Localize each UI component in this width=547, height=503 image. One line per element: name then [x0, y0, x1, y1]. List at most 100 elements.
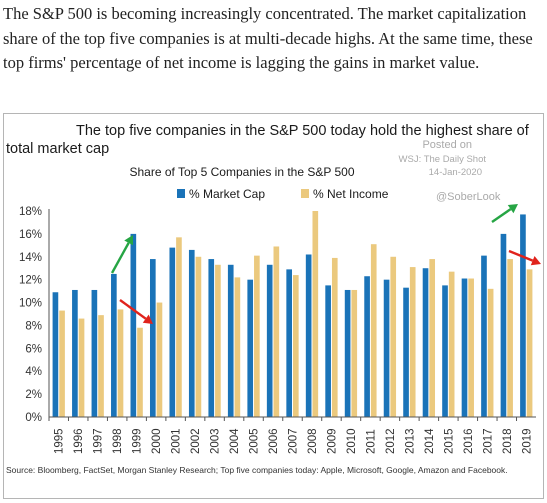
bar-net-income-2001: [176, 237, 182, 417]
x-tick-label: 2019: [521, 428, 533, 454]
bar-market-cap-2008: [305, 254, 312, 417]
bar-market-cap-2006: [266, 264, 273, 417]
chart-header-line2: total market cap: [6, 141, 109, 157]
bar-net-income-1998: [117, 309, 124, 417]
bar-net-income-2005: [254, 255, 260, 417]
bars-group: [52, 211, 533, 417]
intro-paragraph: The S&P 500 is becoming increasingly con…: [3, 4, 533, 72]
arrow-down-2019: [508, 249, 541, 266]
bar-market-cap-2019: [520, 214, 526, 417]
bar-net-income-2003: [215, 264, 221, 417]
bar-market-cap-2010: [344, 289, 351, 417]
x-tick-label: 1998: [112, 428, 124, 454]
bar-net-income-2014: [429, 259, 436, 417]
x-tick-label: 2016: [463, 428, 475, 454]
x-tick-label: 2018: [502, 428, 514, 454]
x-tick-label: 2011: [365, 429, 377, 454]
x-tick-label: 2005: [249, 428, 261, 454]
x-tick-label: 2017: [482, 428, 494, 454]
bar-net-income-2002: [195, 256, 202, 417]
bar-market-cap-2015: [442, 285, 448, 417]
x-tick-label: 2004: [229, 428, 241, 454]
y-tick-label: 14%: [19, 252, 42, 264]
bar-net-income-2012: [390, 256, 397, 417]
bar-market-cap-2013: [403, 287, 409, 417]
bar-net-income-1997: [98, 315, 104, 417]
y-tick-label: 6%: [25, 343, 42, 355]
bar-net-income-2016: [468, 278, 474, 417]
bar-net-income-2006: [273, 246, 280, 417]
bar-market-cap-2016: [461, 278, 468, 417]
bar-net-income-2007: [293, 275, 299, 417]
bar-net-income-1996: [78, 318, 85, 417]
chart-card: The top five companies in the S&P 500 to…: [3, 113, 544, 499]
bar-net-income-2000: [156, 302, 163, 417]
bar-net-income-1999: [137, 327, 143, 417]
source-note: Source: Bloomberg, FactSet, Morgan Stanl…: [6, 465, 508, 475]
y-tick-label: 10%: [19, 298, 42, 310]
y-tick-label: 18%: [19, 206, 42, 218]
annotation-arrows: [110, 204, 541, 324]
y-tick-label: 8%: [25, 320, 42, 332]
chart-legend: % Market Cap % Net Income: [177, 187, 389, 201]
bar-market-cap-2000: [149, 259, 156, 417]
bar-net-income-2017: [487, 288, 494, 417]
legend-label-net-income: % Net Income: [313, 187, 389, 201]
x-tick-label: 1995: [54, 428, 66, 454]
x-tick-label: 2003: [210, 428, 222, 454]
chart-title: Share of Top 5 Companies in the S&P 500: [129, 165, 354, 179]
bar-net-income-2015: [448, 271, 455, 417]
bar-market-cap-1995: [52, 292, 59, 417]
arrow-down-1999: [119, 299, 153, 324]
bar-market-cap-1999: [130, 233, 137, 417]
bar-market-cap-2018: [500, 233, 507, 417]
chart-header-line1: The top five companies in the S&P 500 to…: [76, 123, 530, 139]
bar-market-cap-2004: [227, 264, 234, 417]
x-tick-label: 2007: [288, 428, 300, 454]
x-tick-label: 2015: [443, 428, 455, 454]
bar-net-income-2010: [351, 289, 358, 417]
y-axis: 0% 2% 4% 6% 8% 10% 12% 14% 16% 18%: [19, 206, 50, 424]
bar-market-cap-2014: [422, 268, 429, 417]
x-tick-label: 1999: [132, 428, 144, 454]
bar-market-cap-2005: [247, 279, 254, 417]
posted-label: Posted on: [422, 139, 472, 151]
x-tick-label: 2012: [385, 428, 397, 454]
x-tick-label: 1997: [93, 428, 105, 454]
y-tick-label: 4%: [25, 366, 42, 378]
bar-net-income-2013: [409, 267, 416, 417]
bar-market-cap-2003: [208, 259, 215, 417]
bar-market-cap-2007: [286, 269, 292, 417]
bar-market-cap-2002: [188, 249, 195, 417]
legend-swatch-market-cap: [177, 189, 185, 198]
bar-net-income-1995: [59, 310, 65, 417]
handle-text: @SoberLook: [436, 191, 501, 203]
bar-market-cap-2001: [169, 247, 176, 417]
posted-date: 14-Jan-2020: [429, 167, 482, 178]
bar-net-income-2008: [312, 211, 319, 417]
x-tick-label: 2000: [151, 428, 163, 454]
x-axis: 1995 1996 1997 1998 1999 2000 2001 2002 2003 2004…: [48, 416, 536, 454]
x-tick-label: 1996: [73, 428, 85, 454]
bar-market-cap-2017: [481, 255, 487, 417]
arrow-up-1999: [110, 235, 134, 274]
x-tick-label: 2002: [190, 428, 202, 454]
posted-source: WSJ: The Daily Shot: [399, 154, 487, 165]
bar-market-cap-2012: [383, 279, 390, 417]
x-tick-label: 2008: [307, 428, 319, 454]
x-tick-label: 2010: [346, 428, 358, 454]
y-tick-label: 2%: [25, 389, 42, 401]
bar-net-income-2009: [331, 257, 338, 417]
x-tick-label: 2014: [424, 428, 436, 454]
x-tick-label: 2006: [268, 428, 280, 454]
bar-net-income-2004: [234, 277, 241, 417]
bar-net-income-2011: [370, 244, 377, 417]
x-tick-label: 2013: [404, 428, 416, 454]
x-tick-label: 2001: [171, 428, 183, 454]
arrow-up-2019: [491, 204, 518, 223]
chart-svg: The top five companies in the S&P 500 to…: [6, 123, 541, 475]
bar-market-cap-2009: [325, 285, 331, 417]
bar-market-cap-2011: [364, 276, 370, 417]
legend-label-market-cap: % Market Cap: [189, 187, 265, 201]
bar-market-cap-1997: [91, 289, 98, 417]
